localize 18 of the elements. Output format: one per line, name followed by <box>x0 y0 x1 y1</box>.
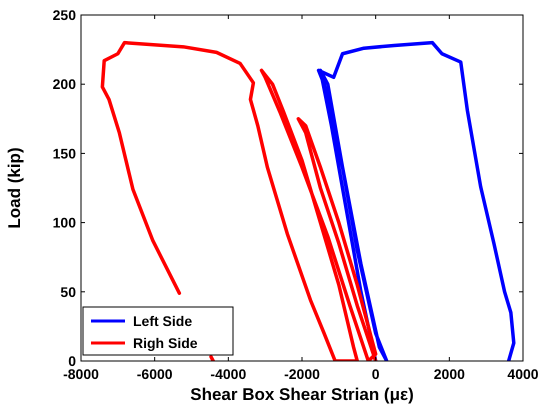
y-tick-label: 100 <box>52 214 76 231</box>
x-tick-label: -2000 <box>284 366 320 382</box>
y-tick-label: 150 <box>52 145 76 162</box>
y-tick-label: 200 <box>52 76 76 92</box>
y-tick-label: 250 <box>52 7 76 23</box>
x-tick-label: 0 <box>372 366 380 382</box>
x-axis-title: Shear Box Shear Strian (με) <box>190 385 414 404</box>
legend-label: Left Side <box>133 313 192 329</box>
line-series <box>316 40 516 361</box>
y-tick-label: 0 <box>68 353 76 369</box>
x-tick-label: -6000 <box>136 366 173 382</box>
y-tick-label: 50 <box>60 284 76 300</box>
x-tick-label: 4000 <box>507 366 539 382</box>
y-axis-title: Load (kip) <box>5 147 24 229</box>
x-tick-label: 2000 <box>434 366 466 382</box>
legend-label: Righ Side <box>133 335 198 351</box>
x-tick-label: -4000 <box>210 366 246 382</box>
x-tick-label: -8000 <box>63 366 100 382</box>
